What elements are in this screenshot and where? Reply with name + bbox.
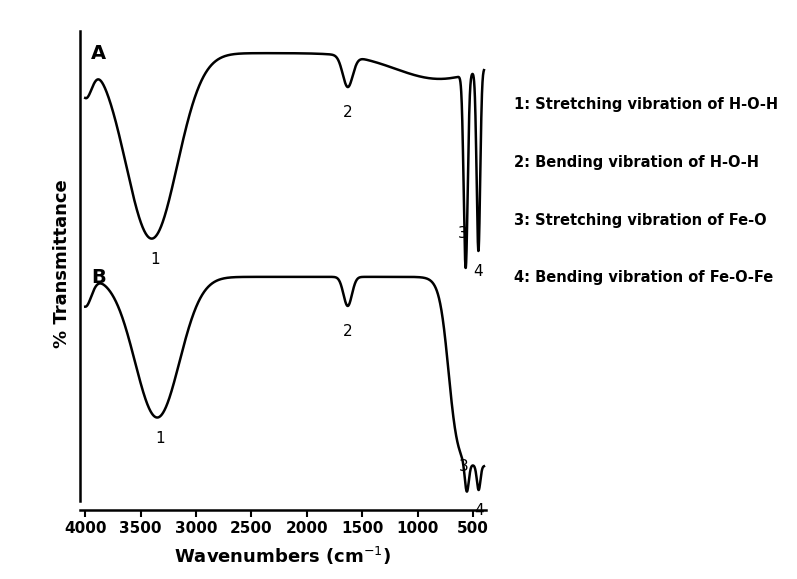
Text: A: A [91, 44, 106, 63]
Text: 2: 2 [343, 324, 352, 339]
X-axis label: Wavenumbers (cm$^{-1}$): Wavenumbers (cm$^{-1}$) [175, 545, 391, 567]
Text: 3: 3 [458, 226, 468, 241]
Text: 1: 1 [150, 252, 160, 267]
Y-axis label: % Transmittance: % Transmittance [53, 179, 72, 348]
Text: 4: 4 [474, 503, 484, 518]
Text: 1: 1 [155, 431, 165, 446]
Text: 3: 3 [459, 459, 469, 474]
Text: 4: Bending vibration of Fe-O-Fe: 4: Bending vibration of Fe-O-Fe [514, 270, 773, 285]
Text: 2: Bending vibration of H-O-H: 2: Bending vibration of H-O-H [514, 155, 759, 170]
Text: 2: 2 [343, 105, 352, 120]
Text: B: B [91, 268, 105, 287]
Text: 4: 4 [473, 265, 483, 280]
Text: 3: Stretching vibration of Fe-O: 3: Stretching vibration of Fe-O [514, 212, 767, 228]
Text: 1: Stretching vibration of H-O-H: 1: Stretching vibration of H-O-H [514, 97, 778, 112]
